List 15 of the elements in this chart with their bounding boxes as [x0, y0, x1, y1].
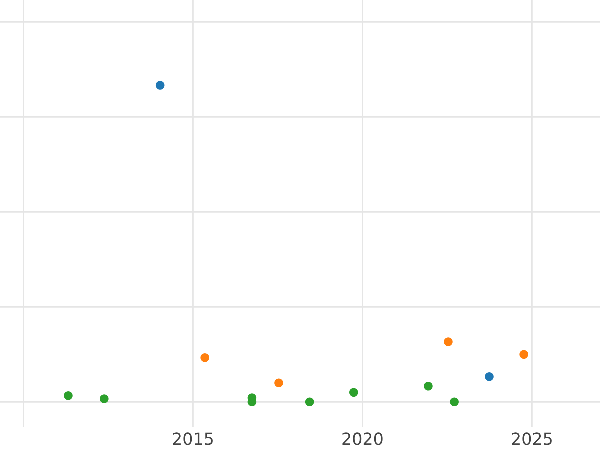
point	[450, 398, 459, 407]
point	[64, 391, 73, 400]
point	[156, 81, 165, 90]
x-tick-label: 2015	[173, 432, 213, 446]
point	[350, 388, 358, 398]
point	[424, 382, 433, 391]
point	[520, 350, 528, 360]
x-tick-label: 2025	[512, 432, 552, 446]
point	[305, 398, 314, 407]
point	[444, 338, 453, 346]
point	[100, 394, 109, 404]
point	[200, 353, 210, 362]
point	[274, 378, 284, 388]
point	[485, 372, 494, 382]
x-tick-label: 2020	[342, 432, 383, 446]
